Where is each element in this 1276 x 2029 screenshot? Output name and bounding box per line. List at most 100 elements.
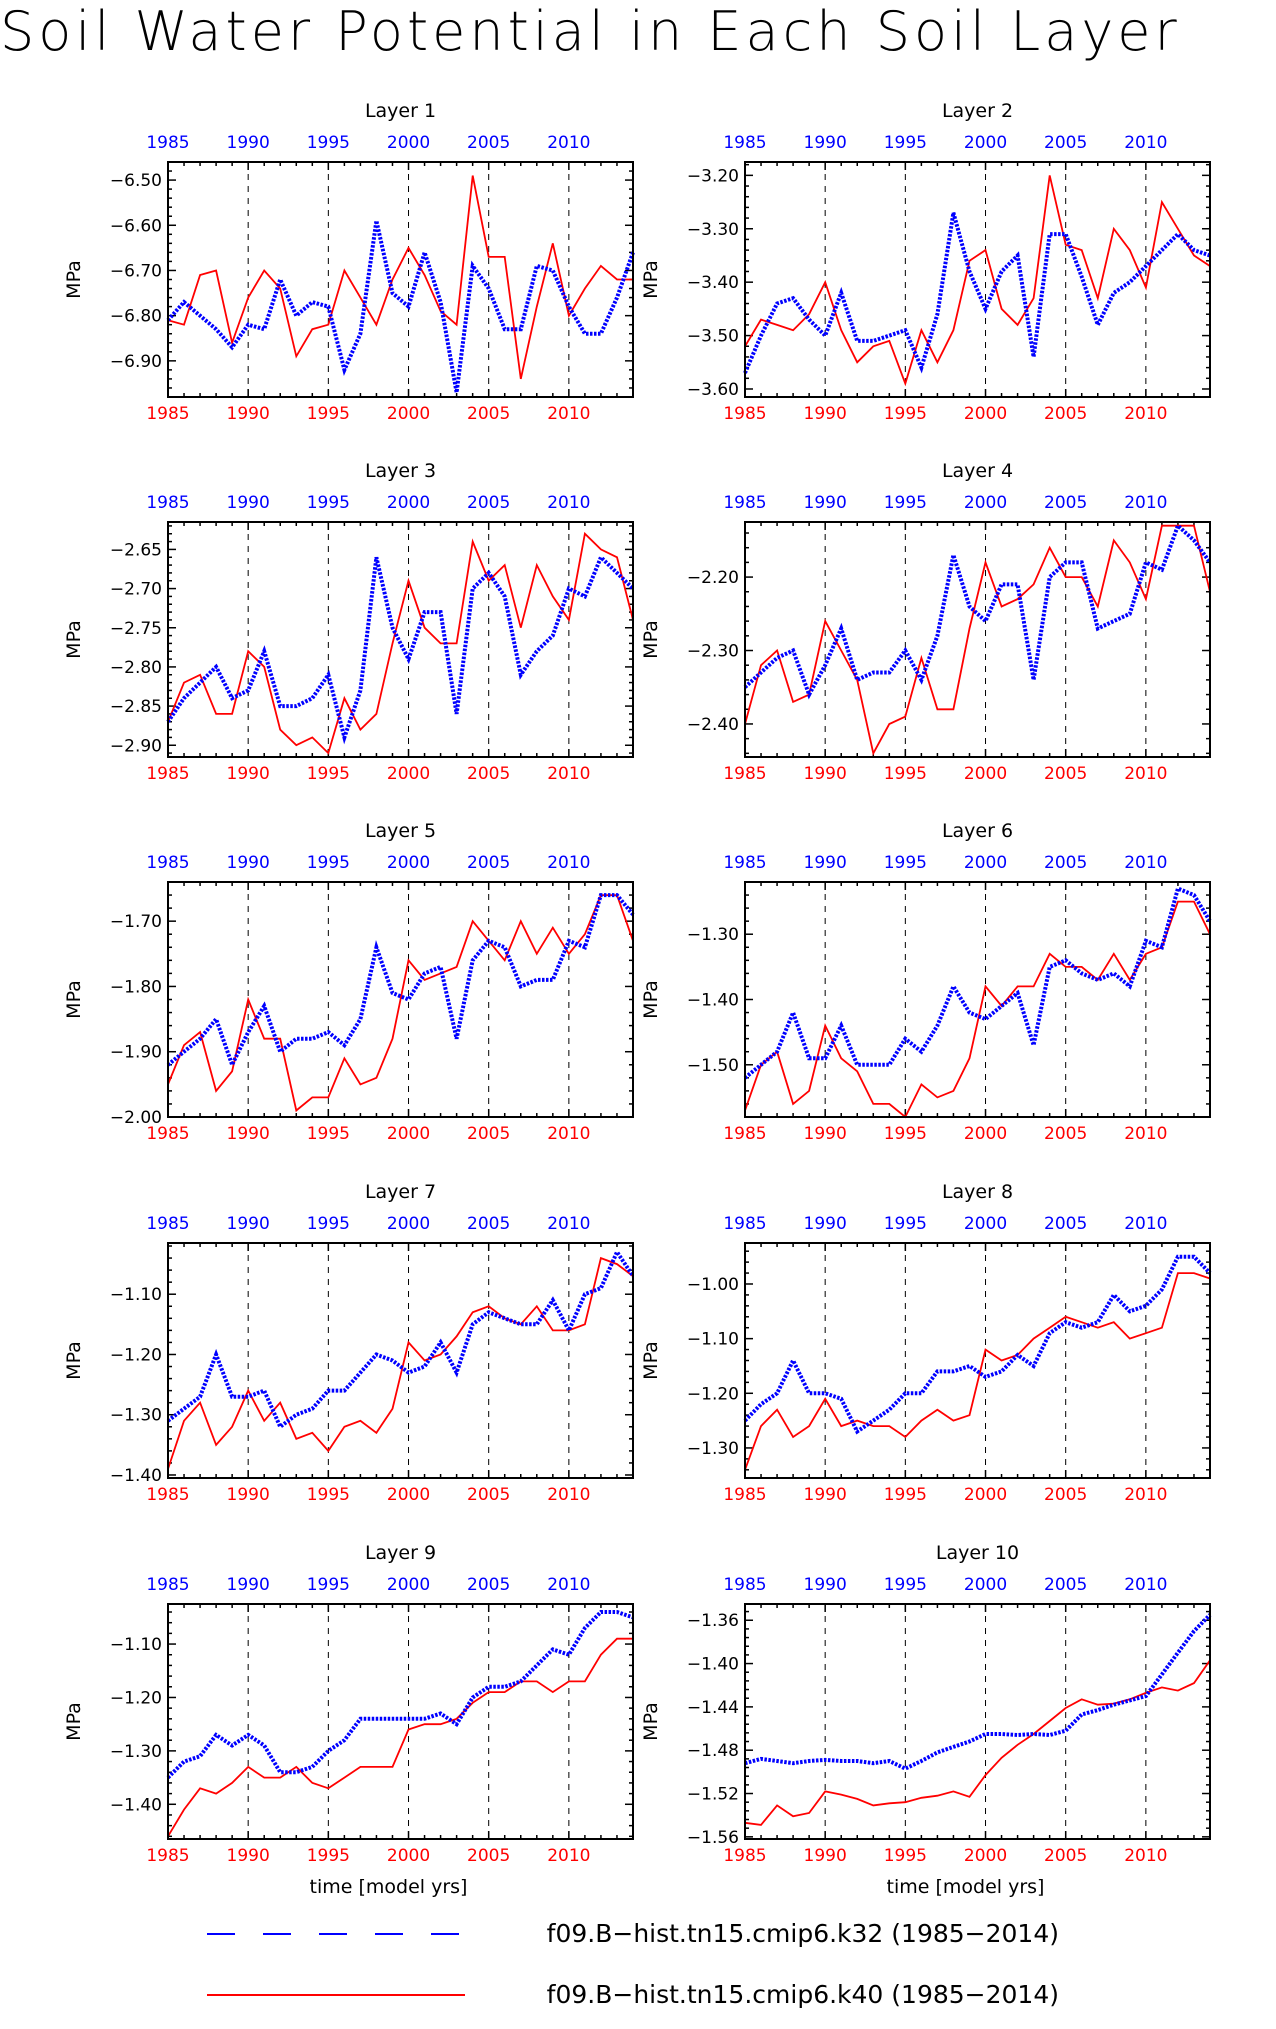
x-tick-label-top: 2000 bbox=[387, 1575, 430, 1595]
plot-frame bbox=[744, 521, 1211, 758]
x-tick-label-bottom: 2000 bbox=[964, 1485, 1007, 1505]
y-tick-label: −1.52 bbox=[687, 1785, 739, 1805]
y-axis-label: MPa bbox=[63, 1702, 85, 1741]
x-tick-label-top: 2005 bbox=[1044, 1575, 1087, 1595]
x-tick-label-bottom: 2010 bbox=[1124, 1846, 1167, 1866]
y-tick-label: −1.70 bbox=[110, 912, 162, 932]
panel-title: Layer 7 bbox=[365, 1181, 436, 1203]
x-tick-label-bottom: 1985 bbox=[723, 764, 766, 784]
x-tick-label-bottom: 1985 bbox=[146, 1846, 189, 1866]
y-tick-label: −2.85 bbox=[110, 697, 162, 717]
y-axis-label: MPa bbox=[640, 1702, 662, 1741]
x-tick-label-top: 2000 bbox=[387, 133, 430, 153]
x-tick-label-top: 1990 bbox=[227, 1575, 270, 1595]
series-k40-line bbox=[167, 1256, 634, 1470]
x-tick-label-bottom: 2005 bbox=[1044, 1846, 1087, 1866]
y-tick-label: −2.40 bbox=[687, 715, 739, 735]
panel-title: Layer 1 bbox=[365, 100, 436, 122]
series-k32-line bbox=[743, 212, 1211, 374]
x-tick-label-bottom: 2010 bbox=[547, 764, 590, 784]
plot-frame bbox=[167, 1242, 634, 1479]
y-tick-label: −1.20 bbox=[687, 1384, 739, 1404]
x-tick-label-top: 1995 bbox=[884, 493, 927, 513]
x-tick-label-top: 2005 bbox=[1044, 1214, 1087, 1234]
x-tick-label-bottom: 2005 bbox=[467, 1124, 510, 1144]
y-tick-label: −1.80 bbox=[110, 977, 162, 997]
y-tick-label: −1.00 bbox=[687, 1275, 739, 1295]
x-tick-label-bottom: 1990 bbox=[804, 1124, 847, 1144]
x-tick-label-bottom: 2010 bbox=[1124, 764, 1167, 784]
series-k40-line bbox=[167, 1637, 633, 1837]
panel-title: Layer 3 bbox=[365, 460, 436, 482]
x-tick-label-bottom: 2005 bbox=[1044, 764, 1087, 784]
y-tick-label: −1.10 bbox=[110, 1285, 162, 1305]
x-tick-label-top: 1990 bbox=[227, 853, 270, 873]
x-tick-label-top: 2010 bbox=[1124, 1214, 1167, 1234]
x-tick-label-top: 1985 bbox=[723, 493, 766, 513]
x-tick-label-bottom: 1985 bbox=[146, 404, 189, 424]
x-tick-label-top: 1995 bbox=[307, 1214, 350, 1234]
x-tick-label-bottom: 2005 bbox=[1044, 1485, 1087, 1505]
x-tick-label-top: 1995 bbox=[307, 493, 350, 513]
plot-frame bbox=[744, 1242, 1211, 1479]
y-tick-label: −6.50 bbox=[110, 171, 162, 191]
series-k40-line bbox=[167, 175, 633, 380]
x-tick-label-bottom: 1995 bbox=[307, 1124, 350, 1144]
x-tick-label-top: 2010 bbox=[1124, 133, 1167, 153]
y-tick-label: −1.56 bbox=[687, 1828, 739, 1848]
series-k32-line bbox=[744, 1613, 1212, 1771]
x-tick-label-top: 1985 bbox=[146, 1214, 189, 1234]
y-tick-label: −6.70 bbox=[110, 261, 162, 281]
x-tick-label-top: 2000 bbox=[387, 853, 430, 873]
x-tick-label-bottom: 1990 bbox=[227, 764, 270, 784]
x-tick-label-top: 2010 bbox=[547, 1214, 590, 1234]
x-tick-label-top: 1995 bbox=[307, 1575, 350, 1595]
x-tick-label-bottom: 1995 bbox=[307, 1846, 350, 1866]
figure-title: Soil Water Potential in Each Soil Layer bbox=[0, 0, 1181, 63]
x-tick-label-bottom: 2000 bbox=[387, 1124, 430, 1144]
y-axis-label: MPa bbox=[640, 260, 662, 299]
x-tick-label-bottom: 2010 bbox=[547, 1846, 590, 1866]
y-tick-label: −1.40 bbox=[687, 1655, 739, 1675]
series-k40-line bbox=[744, 1659, 1211, 1826]
x-tick-label-top: 2000 bbox=[964, 1214, 1007, 1234]
panel-title: Layer 10 bbox=[936, 1542, 1019, 1564]
plot-frame bbox=[744, 1603, 1211, 1840]
y-axis-label: MPa bbox=[640, 980, 662, 1019]
x-tick-label-bottom: 1995 bbox=[307, 1485, 350, 1505]
x-tick-label-top: 1990 bbox=[804, 853, 847, 873]
x-tick-label-top: 2005 bbox=[467, 1214, 510, 1234]
y-tick-label: −2.65 bbox=[110, 540, 162, 560]
x-tick-label-top: 1990 bbox=[804, 133, 847, 153]
plot-frame bbox=[744, 161, 1211, 398]
x-tick-label-top: 1990 bbox=[804, 493, 847, 513]
x-tick-label-top: 1995 bbox=[307, 133, 350, 153]
plot-frame bbox=[167, 1603, 634, 1840]
x-tick-label-top: 1985 bbox=[146, 493, 189, 513]
x-tick-label-bottom: 1985 bbox=[146, 1124, 189, 1144]
x-tick-label-top: 1995 bbox=[884, 853, 927, 873]
x-tick-label-bottom: 1995 bbox=[307, 764, 350, 784]
x-tick-label-top: 1995 bbox=[884, 133, 927, 153]
x-tick-label-top: 2005 bbox=[467, 853, 510, 873]
x-tick-label-bottom: 2000 bbox=[964, 764, 1007, 784]
x-tick-label-top: 1985 bbox=[146, 853, 189, 873]
panel-title: Layer 8 bbox=[942, 1181, 1013, 1203]
x-tick-label-top: 2005 bbox=[1044, 133, 1087, 153]
x-tick-label-bottom: 1985 bbox=[723, 1485, 766, 1505]
y-tick-label: −2.75 bbox=[110, 619, 162, 639]
y-tick-label: −2.30 bbox=[687, 642, 739, 662]
plot-frame bbox=[167, 881, 634, 1118]
series-k32-line bbox=[166, 893, 635, 1070]
x-tick-label-bottom: 2010 bbox=[1124, 1124, 1167, 1144]
x-tick-label-bottom: 2000 bbox=[964, 1846, 1007, 1866]
y-tick-label: −2.90 bbox=[110, 736, 162, 756]
y-axis-label: MPa bbox=[640, 1341, 662, 1380]
series-k40-line bbox=[744, 524, 1211, 756]
legend-label: f09.B−hist.tn15.cmip6.k40 (1985−2014) bbox=[547, 1980, 1059, 2009]
x-tick-label-top: 2005 bbox=[467, 1575, 510, 1595]
plot-frame bbox=[744, 881, 1211, 1118]
x-tick-label-bottom: 2005 bbox=[467, 1846, 510, 1866]
x-tick-label-top: 1985 bbox=[723, 853, 766, 873]
